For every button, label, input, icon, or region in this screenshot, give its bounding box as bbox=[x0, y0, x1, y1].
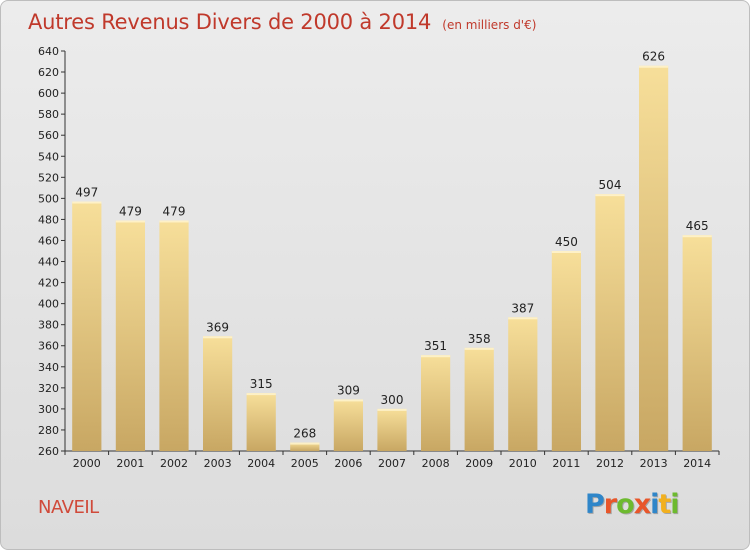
y-tick-label: 600 bbox=[38, 87, 59, 100]
chart-subtitle: (en milliers d'€) bbox=[442, 18, 537, 32]
bar-top-highlight bbox=[377, 408, 407, 411]
bar-2008 bbox=[420, 355, 451, 451]
x-tick-label: 2006 bbox=[334, 457, 362, 470]
bar-top-highlight bbox=[246, 393, 276, 396]
bar-2013 bbox=[638, 65, 669, 451]
logo-letter: P bbox=[585, 489, 605, 520]
x-tick-label: 2007 bbox=[378, 457, 406, 470]
data-label-2003: 369 bbox=[206, 320, 229, 334]
y-tick-label: 280 bbox=[38, 424, 59, 437]
bar-2014 bbox=[682, 235, 712, 451]
data-label-2006: 309 bbox=[337, 383, 360, 397]
y-tick-label: 580 bbox=[38, 108, 59, 121]
y-tick-label: 620 bbox=[38, 66, 59, 79]
proxiti-logo: Proxiti bbox=[585, 489, 680, 520]
data-label-2004: 315 bbox=[250, 377, 273, 391]
data-label-2000: 497 bbox=[75, 186, 98, 200]
x-tick-label: 2011 bbox=[552, 457, 580, 470]
place-name: NAVEIL bbox=[38, 497, 99, 518]
logo-letter: t bbox=[658, 489, 671, 520]
bar-top-highlight bbox=[115, 220, 146, 223]
data-label-2011: 450 bbox=[555, 235, 578, 249]
bar-2007 bbox=[377, 408, 407, 451]
y-tick-label: 260 bbox=[38, 445, 59, 458]
y-tick-label: 300 bbox=[38, 403, 59, 416]
bar-2001 bbox=[115, 220, 146, 451]
bar-top-highlight bbox=[159, 220, 189, 223]
y-tick-label: 480 bbox=[38, 213, 59, 226]
x-tick-label: 2005 bbox=[291, 457, 319, 470]
y-tick-label: 360 bbox=[38, 340, 59, 353]
y-tick-label: 440 bbox=[38, 256, 59, 269]
bar-top-highlight bbox=[595, 194, 625, 197]
bar-2000 bbox=[72, 201, 102, 451]
logo-letter: r bbox=[603, 489, 617, 520]
x-tick-label: 2000 bbox=[73, 457, 101, 470]
bar-2011 bbox=[551, 251, 582, 451]
chart-title-block: Autres Revenus Divers de 2000 à 2014 (en… bbox=[28, 10, 536, 34]
data-label-2010: 387 bbox=[511, 301, 534, 315]
bar-top-highlight bbox=[72, 201, 102, 204]
bar-top-highlight bbox=[290, 442, 320, 445]
bar-top-highlight bbox=[333, 399, 364, 402]
y-tick-label: 460 bbox=[38, 234, 59, 247]
bar-2006 bbox=[333, 399, 364, 451]
x-tick-label: 2012 bbox=[596, 457, 624, 470]
x-tick-label: 2004 bbox=[247, 457, 275, 470]
data-label-2013: 626 bbox=[642, 50, 665, 64]
data-label-2008: 351 bbox=[424, 339, 447, 353]
bar-top-highlight bbox=[464, 347, 494, 350]
y-tick-label: 420 bbox=[38, 277, 59, 290]
x-tick-label: 2013 bbox=[640, 457, 668, 470]
x-tick-label: 2003 bbox=[204, 457, 232, 470]
bar-2009 bbox=[464, 347, 494, 451]
x-tick-label: 2001 bbox=[116, 457, 144, 470]
data-labels: 497 479 479 369 315 268 309 300 351 358 387 450 504 6… bbox=[75, 50, 708, 441]
data-label-2001: 479 bbox=[119, 204, 142, 218]
data-label-2014: 465 bbox=[686, 219, 709, 233]
bar-top-highlight bbox=[420, 355, 451, 358]
y-tick-label: 520 bbox=[38, 171, 59, 184]
data-label-2007: 300 bbox=[381, 393, 404, 407]
y-tick-label: 500 bbox=[38, 192, 59, 205]
y-tick-label: 640 bbox=[38, 45, 59, 58]
bar-top-highlight bbox=[202, 336, 233, 339]
y-tick-label: 540 bbox=[38, 150, 59, 163]
data-label-2009: 358 bbox=[468, 332, 491, 346]
y-axis: 260 280 300 320 340 360 380 400 420 440 460 480 500 5… bbox=[38, 45, 66, 458]
bar-2002 bbox=[159, 220, 189, 451]
bars bbox=[72, 65, 712, 451]
bar-2010 bbox=[508, 317, 538, 451]
bar-2012 bbox=[595, 194, 625, 451]
x-tick-label: 2014 bbox=[683, 457, 711, 470]
x-axis: 2000 2001 2002 2003 2004 2005 2006 2007 2008 2009… bbox=[64, 450, 720, 470]
logo-letter: o bbox=[616, 489, 635, 520]
x-tick-label: 2008 bbox=[422, 457, 450, 470]
bar-2003 bbox=[202, 336, 233, 451]
x-tick-label: 2010 bbox=[509, 457, 537, 470]
y-tick-label: 340 bbox=[38, 361, 59, 374]
data-label-2005: 268 bbox=[293, 427, 316, 441]
bar-top-highlight bbox=[638, 65, 669, 68]
x-tick-label: 2009 bbox=[465, 457, 493, 470]
bar-top-highlight bbox=[682, 235, 712, 238]
bar-top-highlight bbox=[508, 317, 538, 320]
y-tick-label: 320 bbox=[38, 382, 59, 395]
data-label-2002: 479 bbox=[163, 204, 186, 218]
data-label-2012: 504 bbox=[599, 178, 622, 192]
bar-2005 bbox=[290, 442, 320, 451]
y-tick-label: 560 bbox=[38, 129, 59, 142]
logo-letter: i bbox=[650, 489, 659, 520]
bar-top-highlight bbox=[551, 251, 582, 253]
logo-letter: i bbox=[670, 489, 679, 520]
bar-2004 bbox=[246, 393, 276, 451]
logo-letter: x bbox=[633, 489, 651, 520]
x-tick-label: 2002 bbox=[160, 457, 188, 470]
y-tick-label: 400 bbox=[38, 298, 59, 311]
chart-title: Autres Revenus Divers de 2000 à 2014 bbox=[28, 10, 432, 34]
y-tick-label: 380 bbox=[38, 319, 59, 332]
